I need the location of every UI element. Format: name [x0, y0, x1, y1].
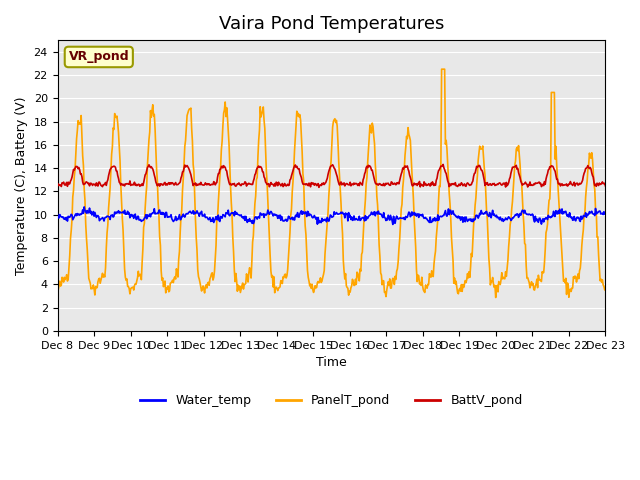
Y-axis label: Temperature (C), Battery (V): Temperature (C), Battery (V)	[15, 96, 28, 275]
Text: VR_pond: VR_pond	[68, 50, 129, 63]
Legend: Water_temp, PanelT_pond, BattV_pond: Water_temp, PanelT_pond, BattV_pond	[135, 389, 528, 412]
X-axis label: Time: Time	[316, 356, 347, 369]
Title: Vaira Pond Temperatures: Vaira Pond Temperatures	[219, 15, 444, 33]
